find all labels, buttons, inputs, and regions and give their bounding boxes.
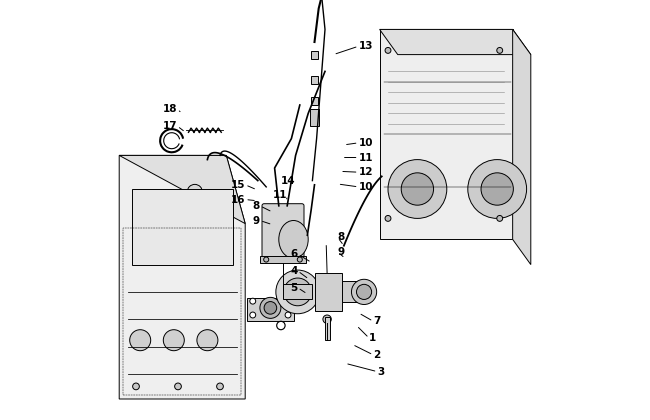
Text: 6: 6 — [291, 249, 298, 259]
Circle shape — [401, 173, 434, 205]
Circle shape — [468, 160, 526, 218]
Bar — [247, 298, 294, 321]
Text: 7: 7 — [373, 316, 381, 326]
Bar — [310, 109, 318, 126]
Bar — [132, 189, 233, 265]
Polygon shape — [119, 155, 245, 223]
Bar — [311, 76, 318, 84]
Circle shape — [481, 173, 514, 205]
Text: 11: 11 — [359, 152, 373, 163]
Circle shape — [285, 298, 291, 304]
Circle shape — [163, 330, 185, 351]
Text: 5: 5 — [291, 283, 298, 293]
Bar — [283, 284, 313, 299]
Bar — [311, 51, 318, 59]
Bar — [315, 273, 342, 311]
Circle shape — [284, 278, 311, 306]
Circle shape — [130, 330, 151, 351]
Circle shape — [297, 257, 302, 262]
Text: 10: 10 — [359, 182, 373, 192]
Text: 18: 18 — [162, 104, 177, 114]
Text: 3: 3 — [378, 367, 385, 377]
Bar — [311, 97, 318, 105]
Bar — [260, 256, 306, 262]
Polygon shape — [119, 155, 245, 399]
Text: 9: 9 — [253, 215, 260, 226]
Text: 9: 9 — [337, 247, 345, 257]
Text: 14: 14 — [281, 176, 296, 186]
Circle shape — [497, 47, 502, 53]
Text: 4: 4 — [291, 266, 298, 276]
FancyBboxPatch shape — [262, 204, 304, 258]
Circle shape — [175, 383, 181, 390]
Circle shape — [388, 160, 447, 218]
Text: 2: 2 — [373, 350, 380, 360]
Text: 17: 17 — [162, 121, 177, 131]
Circle shape — [216, 383, 224, 390]
Circle shape — [323, 315, 332, 323]
Text: 12: 12 — [359, 167, 373, 177]
Circle shape — [352, 279, 376, 304]
Bar — [278, 289, 288, 296]
Circle shape — [285, 312, 291, 318]
Circle shape — [264, 302, 277, 314]
Bar — [380, 29, 513, 239]
Text: 16: 16 — [231, 194, 245, 205]
Text: 10: 10 — [359, 138, 373, 148]
Bar — [324, 317, 330, 340]
Text: 11: 11 — [273, 190, 287, 200]
Circle shape — [385, 47, 391, 53]
Circle shape — [276, 270, 320, 314]
Ellipse shape — [279, 220, 308, 258]
Circle shape — [264, 257, 268, 262]
Text: 15: 15 — [231, 180, 245, 190]
Circle shape — [385, 215, 391, 221]
Circle shape — [250, 298, 255, 304]
Text: 8: 8 — [337, 232, 345, 242]
Text: 8: 8 — [253, 201, 260, 211]
Circle shape — [250, 312, 255, 318]
Bar — [342, 281, 363, 302]
Polygon shape — [513, 29, 531, 265]
Circle shape — [133, 383, 139, 390]
Circle shape — [260, 297, 281, 318]
Circle shape — [497, 215, 502, 221]
Polygon shape — [380, 29, 531, 55]
Circle shape — [356, 284, 372, 299]
Circle shape — [187, 184, 202, 200]
Circle shape — [135, 207, 153, 226]
Circle shape — [197, 330, 218, 351]
Text: 13: 13 — [359, 41, 373, 51]
Text: 1: 1 — [369, 333, 376, 343]
